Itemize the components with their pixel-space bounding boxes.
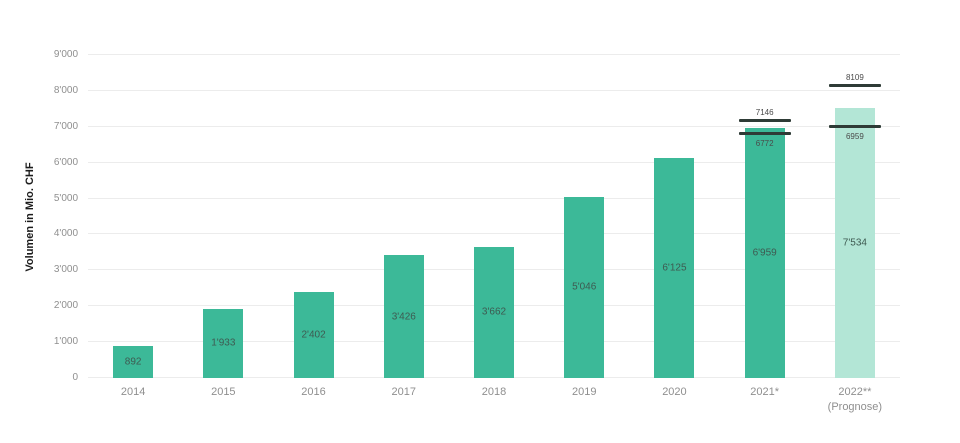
bar-slot: 6'125 <box>629 55 719 378</box>
x-category-year: 2020 <box>662 386 687 398</box>
gridline <box>88 125 900 127</box>
y-tick-label: 6'000 <box>53 156 78 168</box>
bar-2016: 2'402 <box>293 291 334 378</box>
bar-slot: 892 <box>88 55 178 378</box>
gridline <box>88 54 900 55</box>
bar-slot: 5'046 <box>539 55 629 378</box>
x-category-year: 2022** <box>838 386 872 398</box>
gridline <box>88 161 900 163</box>
bar-slot: 2'402 <box>268 55 358 378</box>
error-line-high <box>738 118 791 122</box>
y-tick-label: 2'000 <box>53 300 78 312</box>
x-axis-category-labels: 2014 2015 2016 2017 2018 2019 2020 2021* 2022** (… <box>88 385 900 425</box>
x-category-label: 2017 <box>359 385 449 400</box>
x-category-year: 2015 <box>211 386 236 398</box>
bar-value-label: 892 <box>124 356 142 368</box>
x-category-year: 2021* <box>750 386 780 398</box>
x-category-year: 2017 <box>391 386 416 398</box>
error-line-low <box>828 125 881 129</box>
bar-value-label: 7'534 <box>842 237 867 249</box>
bar-2019: 5'046 <box>564 196 605 378</box>
bar-2021: 6'959 <box>744 128 785 378</box>
y-tick-label: 8'000 <box>53 84 78 96</box>
error-line-high <box>828 83 881 87</box>
bar-slot: 1'933 <box>178 55 268 378</box>
y-tick-label: 3'000 <box>53 264 78 276</box>
bar-2022: 7'534 <box>834 107 875 378</box>
bar-slot: 7'534 8109 6959 <box>810 55 900 378</box>
bar-value-label: 2'402 <box>301 329 326 341</box>
bar-slot: 3'426 <box>359 55 449 378</box>
x-category-label: 2018 <box>449 385 539 400</box>
x-category-label: 2021* <box>720 385 810 400</box>
bar-value-label: 3'662 <box>481 306 507 318</box>
x-category-label: 2022** (Prognose) <box>810 385 900 415</box>
error-line-label-low: 6772 <box>755 138 774 148</box>
y-tick-label: 7'000 <box>53 120 78 132</box>
y-tick-label: 9'000 <box>53 49 78 60</box>
x-category-label: 2015 <box>178 385 268 400</box>
bar-value-label: 3'426 <box>391 311 416 323</box>
x-category-year: 2016 <box>301 386 326 398</box>
error-line-label-high: 7146 <box>755 107 774 117</box>
bar-2020: 6'125 <box>654 158 695 378</box>
error-line-label-low: 6959 <box>845 132 864 142</box>
y-tick-label: 0 <box>72 372 78 383</box>
error-line-low <box>738 131 791 135</box>
bar-value-label: 6'959 <box>752 247 777 259</box>
x-category-year: 2018 <box>481 386 507 398</box>
gridline <box>88 197 900 199</box>
x-category-year: 2019 <box>571 386 597 398</box>
x-category-label: 2019 <box>539 385 629 400</box>
bar-slot: 3'662 <box>449 55 539 378</box>
x-category-year: 2014 <box>120 386 146 398</box>
bar-value-label: 6'125 <box>662 262 687 274</box>
x-category-label: 2014 <box>88 385 178 400</box>
x-category-sublabel: (Prognose) <box>827 400 883 413</box>
bar-slot: 6'959 7146 6772 <box>720 55 810 378</box>
bar-2017: 3'426 <box>383 255 424 378</box>
x-category-label: 2020 <box>629 385 719 400</box>
y-tick-label: 5'000 <box>53 192 78 204</box>
y-axis-tick-labels: 9'000 8'000 7'000 6'000 5'000 4'000 3'000 2'000… <box>0 50 80 383</box>
error-line-label-high: 8109 <box>845 72 864 82</box>
x-category-label: 2016 <box>268 385 358 400</box>
gridline <box>88 233 900 235</box>
bar-2014: 892 <box>113 346 154 378</box>
gridline <box>88 89 900 91</box>
bar-value-label: 5'046 <box>572 281 597 293</box>
y-tick-label: 1'000 <box>53 336 78 348</box>
y-tick-label: 4'000 <box>53 228 78 240</box>
plot-area: 892 1'933 2'402 3'426 3'662 5'046 6'125 6'959 71… <box>88 54 900 378</box>
bar-2018: 3'662 <box>473 246 514 378</box>
bar-value-label: 1'933 <box>211 337 236 349</box>
bar-2015: 1'933 <box>203 308 244 378</box>
